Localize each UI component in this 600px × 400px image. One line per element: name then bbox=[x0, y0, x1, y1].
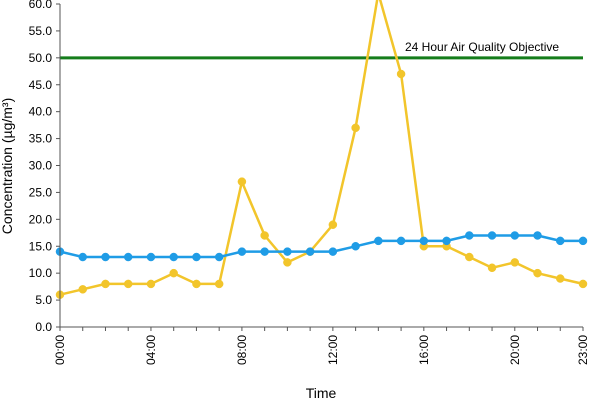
series-1-point bbox=[487, 231, 497, 240]
series-1-point bbox=[283, 247, 292, 256]
series-0-point bbox=[214, 279, 224, 289]
series-1-point bbox=[578, 236, 588, 246]
x-axis-title: Time bbox=[306, 385, 337, 400]
series-1-point bbox=[214, 252, 224, 262]
series-1-point bbox=[465, 231, 474, 240]
series-0-point bbox=[260, 231, 269, 240]
series-0-point bbox=[192, 279, 201, 289]
series-layer bbox=[55, 0, 588, 299]
series-0-point bbox=[465, 252, 474, 262]
y-tick-label: 50.0 bbox=[29, 51, 53, 65]
series-1-point bbox=[556, 236, 565, 246]
series-1-point bbox=[101, 252, 110, 262]
series-0-point bbox=[328, 220, 338, 229]
series-1-point bbox=[533, 231, 542, 240]
series-1-point bbox=[169, 252, 178, 262]
y-tick-label: 45.0 bbox=[29, 78, 53, 92]
y-axis-title: Concentration (µg/m³) bbox=[0, 98, 15, 234]
series-0-point bbox=[510, 258, 520, 267]
series-1-point bbox=[123, 252, 133, 262]
series-1-point bbox=[146, 252, 156, 262]
x-tick-label: 00:00 bbox=[53, 335, 67, 365]
series-0-point bbox=[123, 279, 133, 289]
x-tick-label: 08:00 bbox=[235, 335, 249, 365]
y-tick-label: 20.0 bbox=[29, 212, 53, 226]
series-0-point bbox=[351, 123, 360, 133]
y-tick-label: 60.0 bbox=[29, 0, 53, 11]
series-0-point bbox=[78, 285, 87, 294]
x-tick-label: 04:00 bbox=[144, 335, 158, 365]
series-1-point bbox=[237, 247, 247, 256]
x-tick-label: 12:00 bbox=[326, 335, 340, 365]
y-tick-label: 30.0 bbox=[29, 159, 53, 173]
series-0-point bbox=[396, 69, 406, 79]
y-tick-label: 15.0 bbox=[29, 239, 53, 253]
axis-layer: 0.0 5.0 10.0 15.0 20.0 25.0 30.0 35.0 40.0 45.0 50… bbox=[29, 0, 590, 365]
y-tick-label: 35.0 bbox=[29, 132, 53, 146]
series-1-point bbox=[442, 236, 451, 246]
series-0-point bbox=[533, 268, 542, 278]
x-tick-label: 23:00 bbox=[576, 335, 590, 365]
y-tick-label: 0.0 bbox=[35, 320, 52, 334]
x-tick-label: 16:00 bbox=[417, 335, 431, 365]
x-tick-label: 20:00 bbox=[508, 335, 522, 365]
series-1-point bbox=[419, 236, 429, 246]
series-1-point bbox=[510, 231, 520, 240]
series-0-point bbox=[146, 279, 156, 289]
reference-line-label: 24 Hour Air Quality Objective bbox=[405, 40, 559, 54]
series-0-point bbox=[169, 268, 178, 278]
series-0-point bbox=[487, 263, 497, 273]
y-tick-label: 40.0 bbox=[29, 105, 53, 119]
series-1-point bbox=[305, 247, 315, 256]
series-1-point bbox=[192, 252, 201, 262]
series-0-point bbox=[556, 274, 565, 283]
series-1-point bbox=[328, 247, 338, 256]
series-0-point bbox=[283, 258, 292, 267]
series-1-point bbox=[260, 247, 269, 256]
series-1-point bbox=[351, 242, 360, 251]
series-0-point bbox=[237, 177, 247, 186]
y-tick-label: 55.0 bbox=[29, 24, 53, 38]
series-1-point bbox=[78, 252, 87, 262]
series-0-point bbox=[578, 279, 588, 289]
series-0-point bbox=[101, 279, 110, 289]
series-1-point bbox=[396, 236, 406, 246]
y-tick-label: 5.0 bbox=[35, 293, 52, 307]
series-1-point bbox=[374, 236, 383, 246]
y-tick-label: 25.0 bbox=[29, 185, 53, 199]
y-tick-label: 10.0 bbox=[29, 266, 53, 280]
